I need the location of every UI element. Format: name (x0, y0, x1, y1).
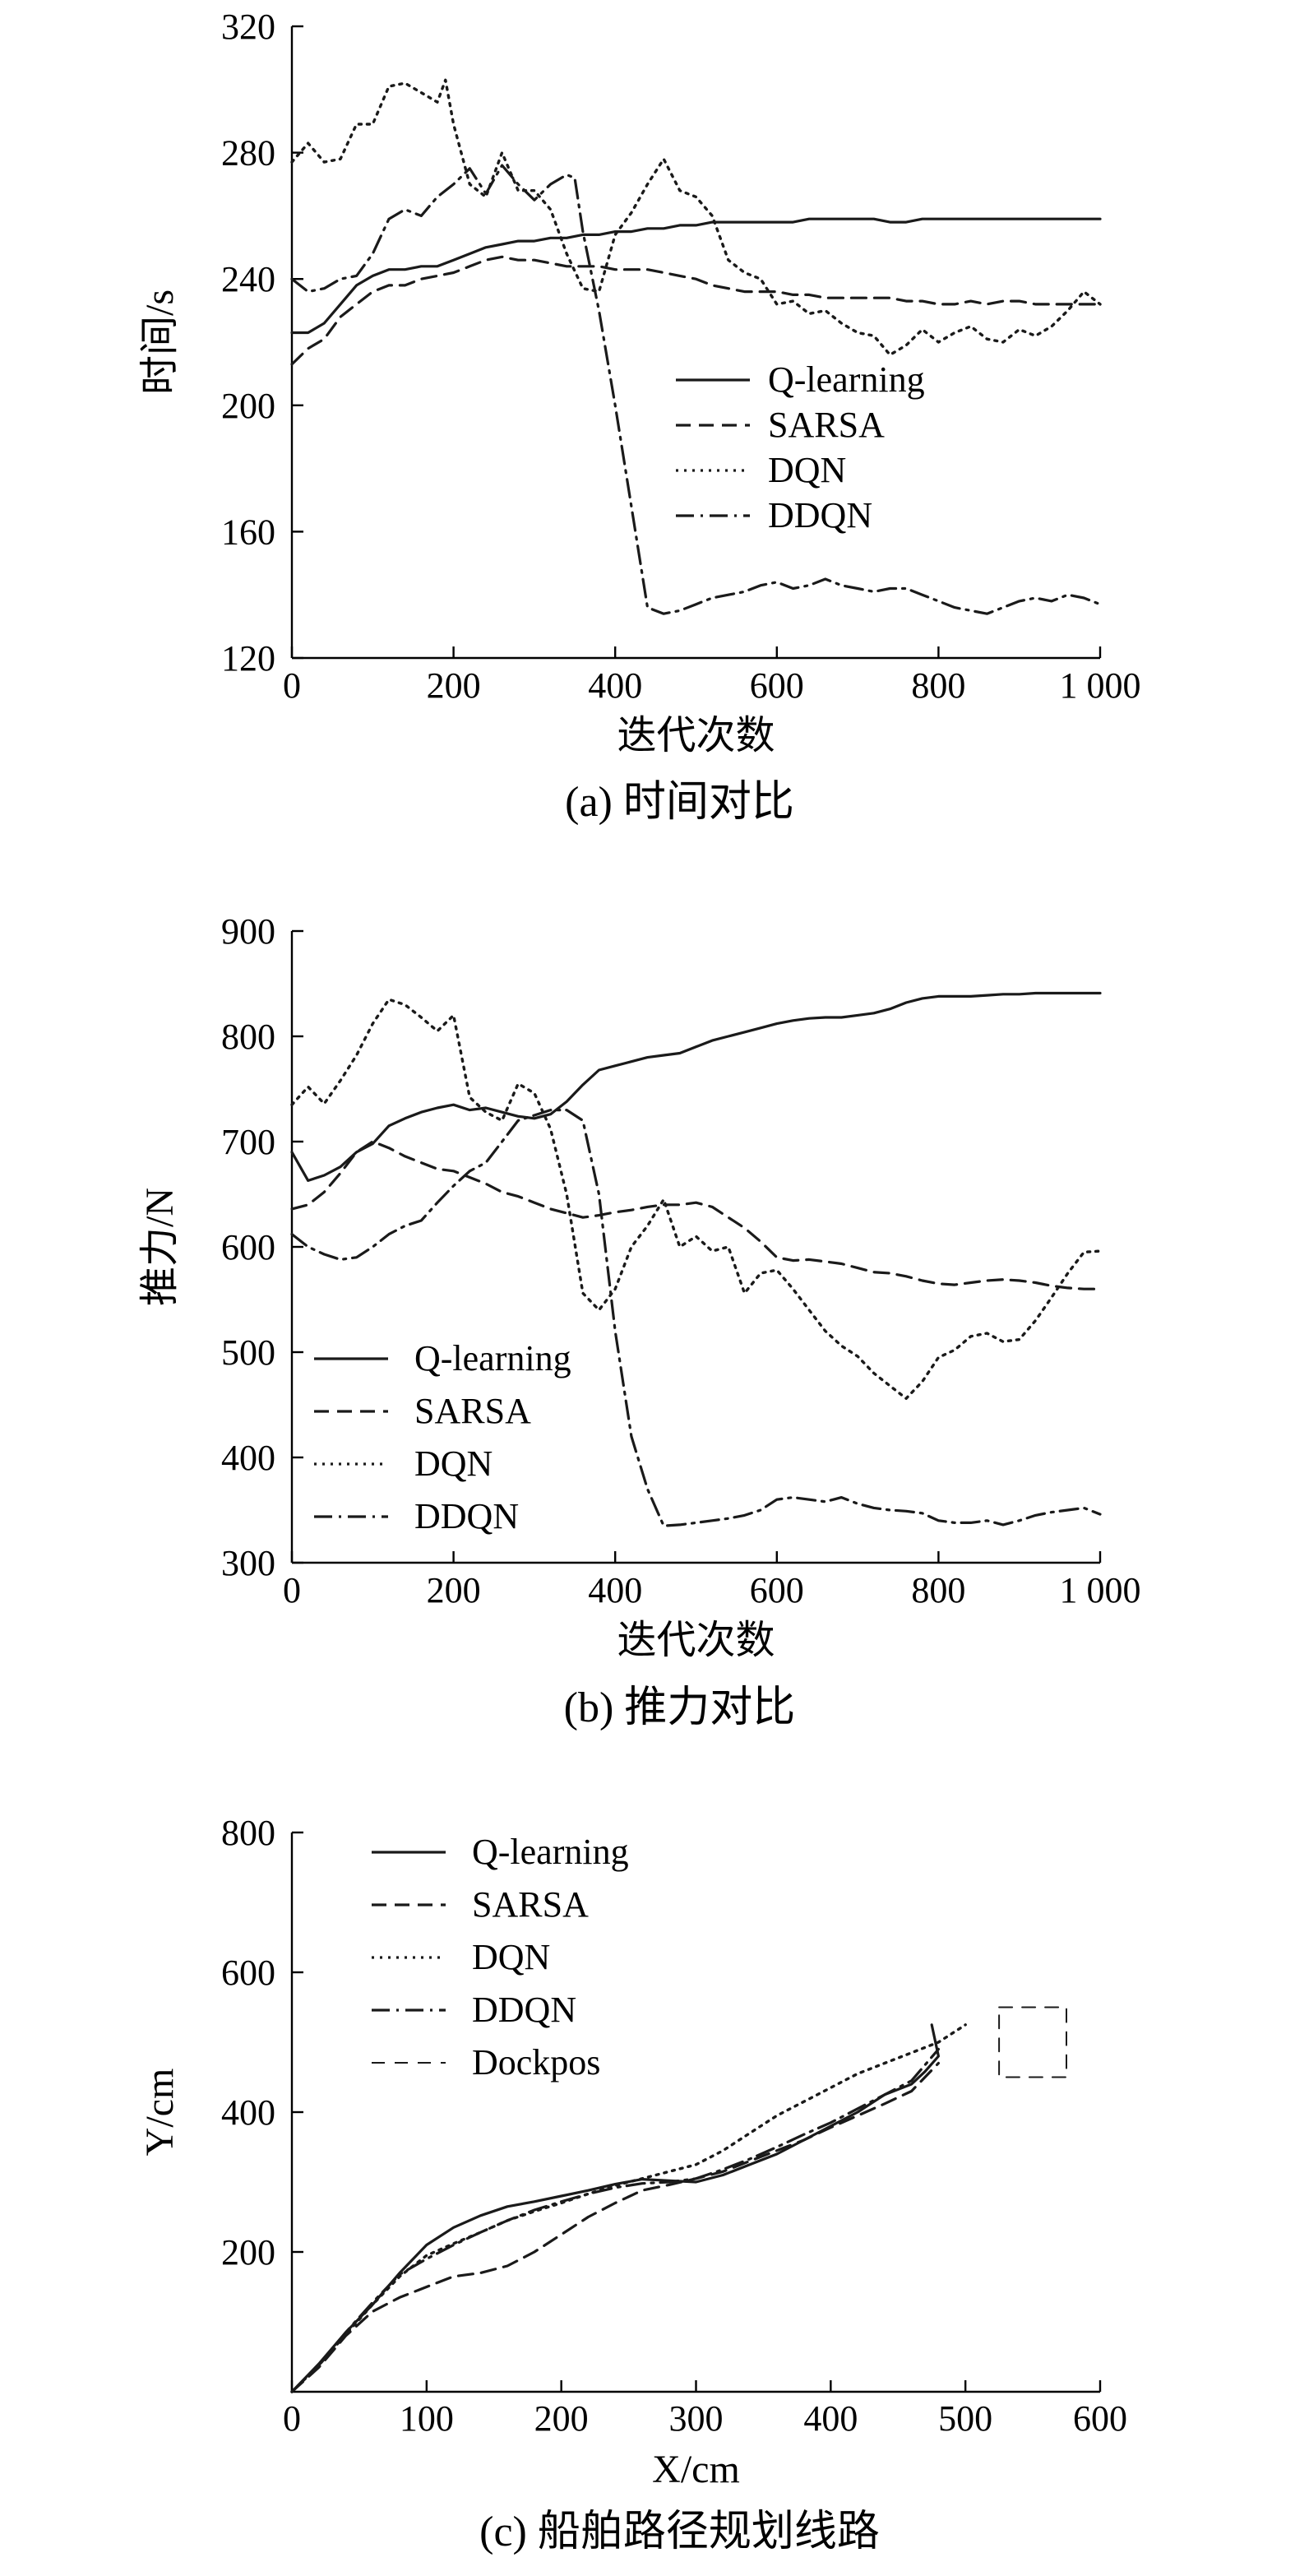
y-axis-title: Y/cm (138, 2069, 182, 2157)
x-tick-label: 0 (283, 1570, 301, 1610)
x-axis-title: 迭代次数 (617, 714, 775, 758)
legend-label: Q-learning (472, 1832, 629, 1872)
x-tick-label: 1 000 (1060, 665, 1141, 706)
x-tick-label: 0 (283, 2398, 301, 2439)
legend-label: SARSA (414, 1391, 531, 1431)
x-tick-label: 800 (911, 1570, 965, 1610)
x-tick-label: 600 (750, 1570, 804, 1610)
series-line-q-learning (290, 2023, 940, 2393)
legend-label: Q-learning (768, 359, 925, 400)
chart-caption: (c) 船舶路径规划线路 (479, 2509, 880, 2555)
x-tick-label: 400 (803, 2398, 858, 2439)
y-axis-title: 时间/s (138, 290, 182, 395)
legend: Q-learning SARSA DQN DDQN (676, 359, 925, 535)
y-tick-label: 400 (221, 1438, 275, 1478)
legend-label: SARSA (472, 1884, 589, 1925)
series-line-q-learning (290, 991, 1102, 1182)
x-tick-label: 200 (427, 665, 481, 706)
chart-panel-1: 0 200 400 600 800 1 000 120 160 200 240 280 320 迭代次数… (138, 7, 1141, 826)
legend-label: Q-learning (414, 1338, 571, 1378)
x-tick-label: 500 (938, 2398, 992, 2439)
legend-label: DQN (768, 450, 846, 490)
x-tick-label: 800 (911, 665, 965, 706)
x-tick-label: 0 (283, 665, 301, 706)
y-tick-label: 320 (221, 7, 275, 47)
x-tick-label: 300 (669, 2398, 724, 2439)
chart-caption: (a) 时间对比 (565, 779, 794, 826)
series-line-sarsa (290, 1140, 1102, 1290)
series-line-ddqn (290, 1109, 1102, 1527)
y-tick-label: 400 (221, 2092, 275, 2133)
y-tick-label: 800 (221, 1017, 275, 1057)
legend-label: Dockpos (472, 2042, 600, 2083)
series-line-sarsa (290, 2061, 940, 2393)
y-tick-label: 200 (221, 2232, 275, 2273)
legend-label: DDQN (768, 495, 872, 535)
y-tick-label: 300 (221, 1543, 275, 1583)
y-tick-label: 240 (221, 259, 275, 299)
x-tick-label: 400 (588, 665, 642, 706)
x-axis-title: X/cm (652, 2448, 740, 2491)
legend-label: DDQN (414, 1496, 519, 1536)
series-line-dqn (290, 78, 1102, 357)
series-line-q-learning (290, 217, 1102, 335)
series-line-sarsa (290, 255, 1102, 366)
y-tick-label: 500 (221, 1332, 275, 1373)
series-line-ddqn (290, 2047, 940, 2393)
x-tick-label: 600 (750, 665, 804, 706)
x-tick-label: 1 000 (1060, 1570, 1141, 1610)
x-axis-title: 迭代次数 (617, 1619, 775, 1662)
legend-label: DDQN (472, 1990, 576, 2030)
y-tick-label: 700 (221, 1122, 275, 1162)
y-tick-label: 600 (221, 1953, 275, 1993)
legend: Q-learning SARSA DQN DDQN Dockpos (372, 1832, 629, 2083)
y-axis-title: 推力/N (138, 1188, 182, 1306)
x-tick-label: 100 (400, 2398, 454, 2439)
legend: Q-learning SARSA DQN DDQN (314, 1338, 571, 1536)
legend-label: DQN (472, 1937, 550, 1977)
series-line-dqn (290, 2023, 967, 2393)
y-tick-label: 800 (221, 1813, 275, 1853)
chart-panel-2: 0 200 400 600 800 1 000 300 400 500 600 700 800 900 迭… (138, 911, 1141, 1731)
y-tick-label: 200 (221, 386, 275, 426)
x-tick-label: 400 (588, 1570, 642, 1610)
y-tick-label: 120 (221, 638, 275, 679)
chart-panel-3: 0 100 200 300 400 500 600 200 400 600 800 X/cm Y/cm (… (138, 1813, 1127, 2555)
x-tick-label: 600 (1073, 2398, 1127, 2439)
x-tick-label: 200 (534, 2398, 589, 2439)
y-tick-label: 280 (221, 133, 275, 174)
legend-label: DQN (414, 1443, 493, 1484)
x-tick-label: 200 (427, 1570, 481, 1610)
y-tick-label: 900 (221, 911, 275, 952)
y-tick-label: 160 (221, 512, 275, 552)
chart-caption: (b) 推力对比 (564, 1684, 796, 1731)
legend-label: SARSA (768, 405, 885, 445)
y-tick-label: 600 (221, 1227, 275, 1267)
series-line-dqn (290, 998, 1102, 1400)
series-line-dockpos (998, 2006, 1067, 2078)
series-line-ddqn (290, 164, 1102, 615)
